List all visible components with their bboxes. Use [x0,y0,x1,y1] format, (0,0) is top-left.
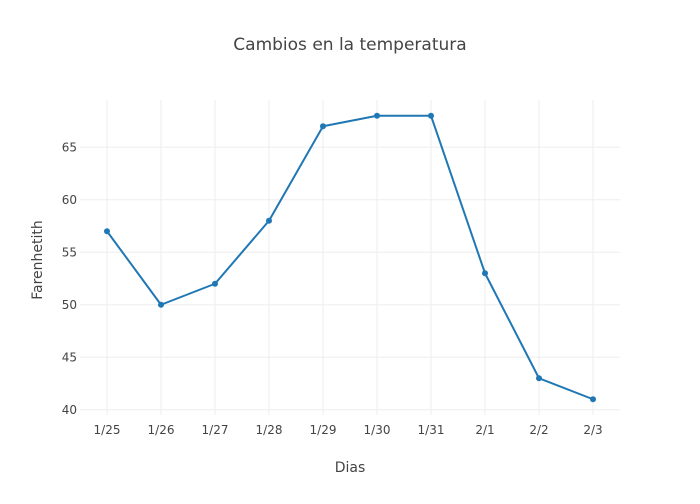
y-tick-label: 40 [62,403,77,417]
data-point [212,280,218,287]
y-tick-label: 65 [62,140,77,154]
y-tick-label: 60 [62,193,77,207]
data-point [266,217,272,224]
x-tick-label: 2/1 [475,423,494,437]
x-tick-label: 1/30 [364,423,391,437]
y-tick-label: 50 [62,298,77,312]
x-tick-label: 1/26 [148,423,175,437]
data-point [320,123,326,130]
data-point [536,375,542,382]
x-tick-label: 1/28 [256,423,283,437]
y-tick-labels: 40 45 50 55 60 65 [62,140,77,417]
y-axis-title: Farenhetith [30,220,46,300]
x-tick-label: 1/31 [418,423,445,437]
series-layer [104,112,596,403]
x-tick-label: 2/3 [583,423,602,437]
grid-lines [80,100,620,415]
data-point [590,396,596,403]
data-point [158,301,164,308]
data-point [482,270,488,277]
x-axis-title: Dias [335,460,366,476]
series-line [106,114,594,401]
data-point [104,228,110,235]
data-point [374,112,380,119]
y-tick-label: 45 [62,350,77,364]
x-tick-label: 1/25 [94,423,121,437]
x-tick-label: 2/2 [529,423,548,437]
y-tick-label: 55 [62,245,77,259]
data-point [428,112,434,119]
x-tick-label: 1/29 [310,423,337,437]
x-tick-label: 1/27 [202,423,229,437]
chart-title: Cambios en la temperatura [233,35,466,55]
x-tick-labels: 1/25 1/26 1/27 1/28 1/29 1/30 1/31 2/1 2/2 2/3 [94,423,603,437]
